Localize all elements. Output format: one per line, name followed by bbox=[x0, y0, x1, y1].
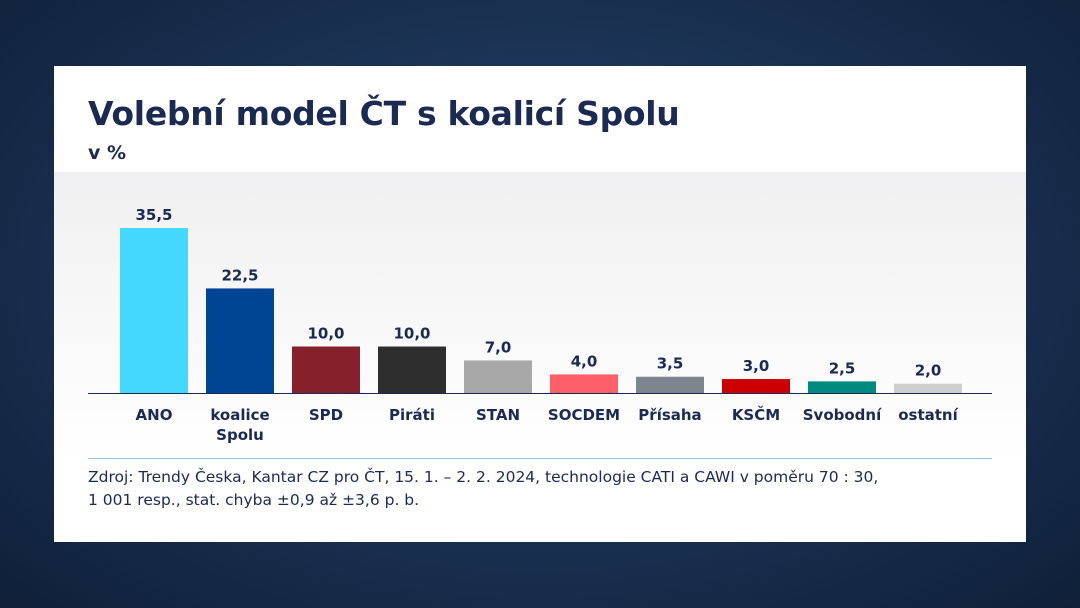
bar-value-label: 10,0 bbox=[393, 325, 430, 343]
category-label: Spolu bbox=[216, 426, 264, 444]
bar bbox=[808, 381, 876, 393]
category-label: KSČM bbox=[732, 405, 780, 424]
category-label: ANO bbox=[136, 406, 173, 424]
bar-value-label: 22,5 bbox=[221, 266, 258, 284]
source-divider bbox=[88, 458, 992, 459]
bar bbox=[464, 360, 532, 393]
category-label: SOCDEM bbox=[548, 406, 620, 424]
category-label: koalice bbox=[210, 406, 269, 424]
bar bbox=[894, 383, 962, 393]
bar-value-label: 7,0 bbox=[485, 338, 512, 356]
category-label: Piráti bbox=[389, 406, 435, 424]
category-label: STAN bbox=[476, 406, 520, 424]
category-label: Přísaha bbox=[638, 406, 701, 424]
bar bbox=[636, 376, 704, 393]
category-label: ostatní bbox=[898, 406, 958, 424]
bar bbox=[378, 346, 446, 393]
bar bbox=[120, 228, 188, 393]
source-line-2: 1 001 resp., stat. chyba ±0,9 až ±3,6 p.… bbox=[88, 491, 420, 509]
bar-value-label: 3,0 bbox=[743, 357, 770, 375]
source-note: Zdroj: Trendy Česka, Kantar CZ pro ČT, 1… bbox=[88, 466, 988, 512]
category-label: Svobodní bbox=[803, 406, 882, 424]
bar-value-label: 10,0 bbox=[307, 325, 344, 343]
chart-title: Volební model ČT s koalicí Spolu bbox=[88, 94, 680, 133]
bar-value-label: 4,0 bbox=[571, 352, 598, 370]
source-line-1: Zdroj: Trendy Česka, Kantar CZ pro ČT, 1… bbox=[88, 468, 879, 486]
bar-value-label: 35,5 bbox=[135, 206, 172, 224]
bar bbox=[292, 346, 360, 393]
bar-value-label: 2,0 bbox=[915, 362, 942, 380]
chart-card: Volební model ČT s koalicí Spolu v % 35,… bbox=[54, 66, 1026, 542]
chart-subtitle: v % bbox=[88, 142, 127, 164]
bar bbox=[550, 374, 618, 393]
bar-chart: 35,5 ANO 22,5 koalice Spolu 10,0 SPD 10,0 Piráti… bbox=[88, 206, 992, 444]
bar-value-label: 3,5 bbox=[657, 355, 684, 373]
bar bbox=[206, 288, 274, 393]
bar bbox=[722, 379, 790, 393]
bar-value-label: 2,5 bbox=[829, 359, 856, 377]
category-label: SPD bbox=[309, 406, 343, 424]
